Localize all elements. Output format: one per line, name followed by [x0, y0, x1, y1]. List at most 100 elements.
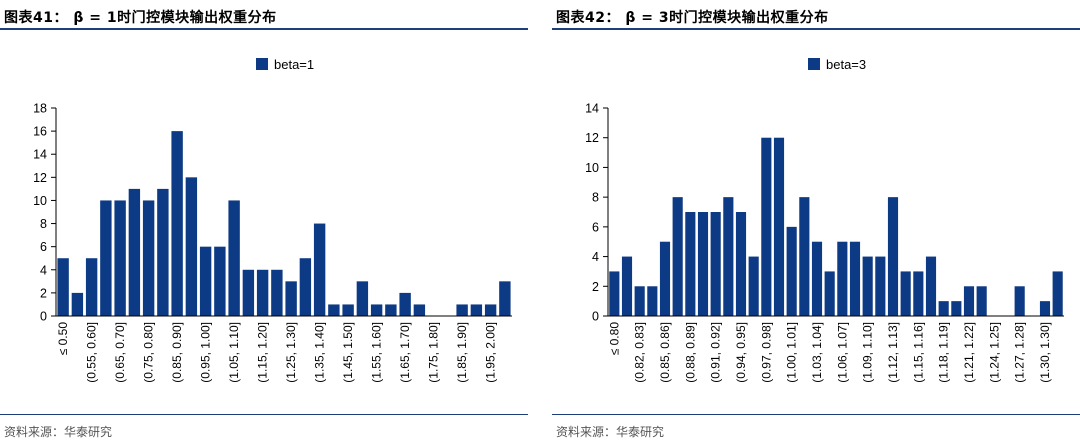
bar — [634, 286, 645, 316]
bar — [285, 281, 297, 316]
bar — [862, 256, 873, 316]
bar — [356, 281, 369, 316]
bar — [385, 304, 397, 316]
x-tick-label: (1.24, 1.25] — [987, 322, 1001, 383]
bar — [938, 301, 949, 316]
bar — [171, 131, 183, 316]
bar — [57, 258, 69, 316]
x-tick-label: (1.30, 1.30] — [1038, 322, 1052, 383]
bar — [185, 177, 198, 316]
bar — [837, 241, 848, 316]
x-tick-label: (1.03, 1.04] — [810, 322, 824, 383]
x-tick-label: (1.45, 1.50] — [341, 322, 355, 383]
y-tick-label: 10 — [585, 161, 599, 175]
bar — [328, 304, 340, 316]
bar — [710, 212, 721, 316]
bar — [271, 269, 283, 316]
bar — [1014, 286, 1025, 316]
y-tick-label: 0 — [592, 310, 599, 324]
x-tick-label: (0.55, 0.60] — [85, 322, 99, 383]
bar — [157, 188, 169, 316]
legend: beta=3 — [808, 57, 866, 72]
bar — [849, 241, 861, 316]
bar — [799, 197, 810, 316]
bar — [609, 271, 620, 316]
bar — [413, 304, 426, 316]
y-tick-label: 14 — [585, 102, 599, 116]
bar — [951, 301, 962, 316]
bar — [242, 269, 255, 316]
y-tick-label: 0 — [40, 310, 47, 324]
x-tick-label: (1.25, 1.30] — [284, 322, 298, 383]
y-tick-label: 6 — [40, 240, 47, 254]
bar — [256, 269, 269, 316]
bar — [621, 256, 633, 316]
bar — [976, 286, 987, 316]
y-tick-label: 18 — [33, 102, 47, 116]
bar — [370, 304, 383, 316]
source-rule — [0, 414, 528, 415]
x-tick-label: (0.82, 0.83] — [633, 322, 647, 383]
bar-chart-beta3: beta=3 0 2 4 6 8 10 12 14 ≤ 0.80 (0.82, 0.83] (0.85… — [585, 57, 1064, 383]
x-tick-label: (0.97, 0.98] — [759, 322, 773, 383]
bar — [100, 200, 112, 316]
y-tick-label: 6 — [592, 220, 599, 234]
bar — [456, 304, 468, 316]
x-tick-label: (1.95, 2.00] — [484, 322, 498, 383]
source-note: 资料来源：华泰研究 — [4, 425, 113, 439]
bar — [142, 200, 155, 316]
bar — [887, 197, 899, 316]
x-tick-label: (0.85, 0.90] — [170, 322, 184, 383]
bar — [748, 256, 759, 316]
bar — [484, 304, 497, 316]
x-tick-label: (1.09, 1.10] — [861, 322, 875, 383]
bar — [128, 188, 141, 316]
x-tick-label: (1.12, 1.13] — [886, 322, 900, 383]
legend: beta=1 — [256, 57, 314, 72]
bar — [735, 212, 747, 316]
bar — [1039, 301, 1051, 316]
bar-chart-beta1: beta=1 0 2 4 6 8 10 12 14 16 18 ≤ 0.50 (0.55, 0.60] (… — [33, 57, 512, 383]
x-tick-label: (0.75, 0.80] — [142, 322, 156, 383]
x-tick-label: (1.75, 1.80] — [427, 322, 441, 383]
y-tick-label: 12 — [33, 171, 47, 185]
source-rule — [552, 414, 1080, 415]
y-tick-label: 16 — [33, 125, 47, 139]
x-tick-label: (0.91, 0.92] — [709, 322, 723, 383]
bar — [1052, 271, 1063, 316]
chart-panel-beta1: 图表41： β = 1时门控模块输出权重分布 beta=1 0 2 4 6 8 10 12 14… — [0, 0, 528, 442]
x-tick-label: (1.27, 1.28] — [1013, 322, 1027, 383]
legend-swatch — [808, 58, 820, 70]
x-tick-label: ≤ 0.50 — [56, 322, 70, 356]
bar — [685, 212, 696, 316]
title-rule — [552, 28, 1080, 30]
x-tick-label: (0.95, 1.00] — [199, 322, 213, 383]
bar — [786, 226, 797, 316]
bar — [85, 258, 98, 316]
chart-panel-beta3: 图表42： β = 3时门控模块输出权重分布 beta=3 0 2 4 6 8 10 12 14… — [552, 0, 1080, 442]
y-tick-label: 2 — [40, 286, 47, 300]
bar — [299, 258, 312, 316]
x-tick-label: (1.15, 1.20] — [256, 322, 270, 383]
bar — [313, 223, 326, 316]
bar — [723, 197, 734, 316]
y-tick-label: 12 — [585, 131, 599, 145]
x-tick-label: ≤ 0.80 — [607, 322, 621, 356]
bar — [913, 271, 924, 316]
legend-label: beta=1 — [274, 57, 314, 72]
legend-label: beta=3 — [826, 57, 866, 72]
x-tick-label: (1.06, 1.07] — [835, 322, 849, 383]
x-tick-label: (1.18, 1.19] — [937, 322, 951, 383]
y-tick-label: 10 — [33, 194, 47, 208]
x-tick-label: (1.35, 1.40] — [313, 322, 327, 383]
bar — [811, 241, 823, 316]
bar — [214, 246, 226, 316]
bar — [900, 271, 911, 316]
legend-swatch — [256, 58, 268, 70]
bar — [824, 271, 835, 316]
y-tick-label: 8 — [592, 191, 599, 205]
bar — [228, 200, 240, 316]
bar — [647, 286, 658, 316]
title-rule — [0, 28, 528, 30]
bar — [470, 304, 483, 316]
